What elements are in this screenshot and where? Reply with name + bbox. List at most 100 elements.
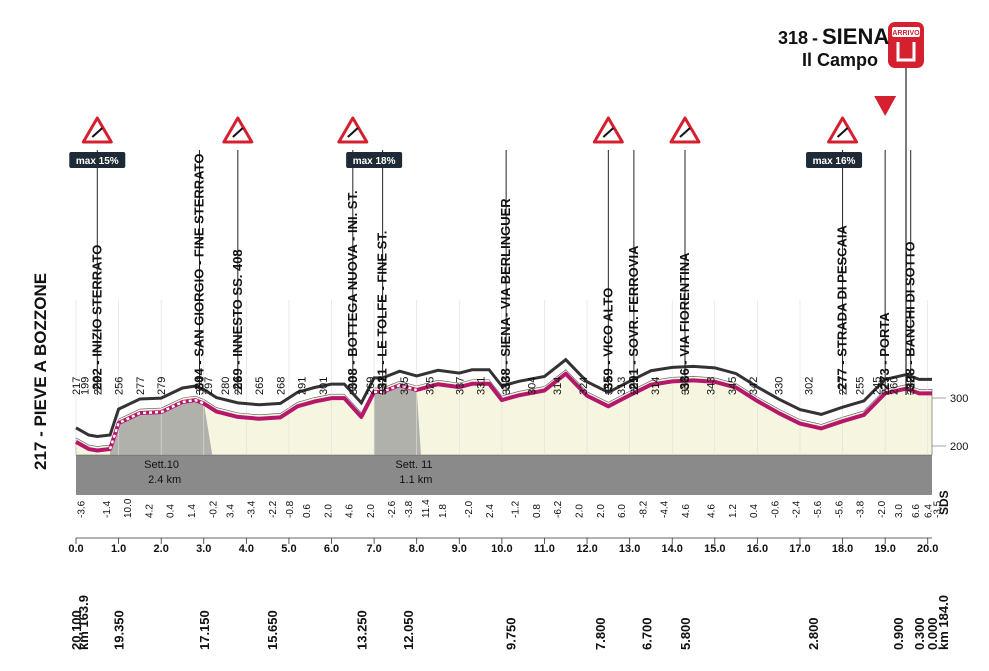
gradient-label: 1.8 <box>438 504 449 518</box>
elevation-label: 337 <box>454 377 466 395</box>
elevation-label: 199 <box>80 377 92 395</box>
km-tick-label: 19.0 <box>874 543 895 555</box>
finish-km-triangle-icon <box>874 96 897 116</box>
elevation-label: 330 <box>774 377 786 395</box>
km-tick-label: 3.0 <box>196 543 211 555</box>
gradient-label: 3.0 <box>894 504 905 518</box>
gradient-label: 6.0 <box>617 504 628 518</box>
gradient-label: 0.6 <box>302 504 313 518</box>
elevation-label: 325 <box>424 377 436 395</box>
elevation-label: 277 <box>135 377 147 395</box>
gradient-label: -8.2 <box>638 500 649 518</box>
gradient-label: -3.8 <box>856 500 867 518</box>
elevation-label: 335 <box>399 377 411 395</box>
waypoint-label: 308 - BOTTEGA NUOVA - INI. ST. <box>345 190 360 390</box>
waypoint-label: 359 - VICO ALTO <box>600 288 615 390</box>
max-gradient-badge <box>806 152 863 168</box>
finish-km-total: km 184.0 <box>936 595 951 650</box>
km-tick-label: 10.0 <box>491 543 512 555</box>
km-tick-label: 6.0 <box>324 543 339 555</box>
gradient-label: 2.0 <box>575 504 586 518</box>
gradient-label: -2.0 <box>877 500 888 518</box>
start-km-total: km 163.9 <box>76 595 91 650</box>
gradient-label: -3.8 <box>404 500 415 518</box>
profile-signs: max 15% max 18% max 16% ARRIVO <box>69 22 924 395</box>
km-tick-label: 11.0 <box>534 543 555 555</box>
distance-to-go: 0.900 <box>891 617 906 650</box>
elevation-label: 245 <box>872 377 884 395</box>
elevation-label: 260 <box>889 377 901 395</box>
distance-to-go: 12.050 <box>401 610 416 650</box>
km-tick-label: 5.0 <box>281 543 296 555</box>
km-tick-label: 18.0 <box>832 543 853 555</box>
elevation-label: 331 <box>476 377 488 395</box>
gradient-label: 1.2 <box>728 504 739 518</box>
sign-glyph <box>91 127 103 138</box>
curve-warning-icon <box>222 116 254 144</box>
elevation-label: 297 <box>203 377 215 395</box>
elevation-axis-label: 300 <box>950 393 968 405</box>
sign-glyph <box>232 127 244 138</box>
km-tick-label: 20.0 <box>917 543 938 555</box>
elevation-label: 304 <box>195 377 207 395</box>
waypoint-label: 328 - BANCHI DI SOTTO <box>903 241 918 390</box>
km-tick-label: 15.0 <box>704 543 725 555</box>
waypoint-label: 321 - LE TOLFE - FINE ST. <box>375 231 390 390</box>
elevation-label: 308 <box>348 377 360 395</box>
gradient-label: 4.6 <box>345 504 356 518</box>
elevation-label: 314 <box>552 377 564 395</box>
waypoint-label: 277 - STRADA DI PESCAIA <box>835 224 850 390</box>
km-tick-label: 9.0 <box>452 543 467 555</box>
sector-label: Sett.10 <box>144 459 179 471</box>
elevation-label: 217 <box>71 377 83 395</box>
waypoint-label: 291 - SOVR. FERROVIA <box>626 245 641 390</box>
gradient-label: -0.2 <box>208 500 219 518</box>
curve-warning-icon <box>669 116 701 144</box>
distance-to-go: 20.100 <box>69 610 84 650</box>
gradient-label: 10.0 <box>123 498 134 518</box>
gradient-label: -2.0 <box>464 500 475 518</box>
distance-to-go: 0.000 <box>925 617 940 650</box>
finish-elevation: 318 <box>778 28 808 48</box>
distance-to-go: 7.800 <box>593 617 608 650</box>
gradient-label: 4.6 <box>707 504 718 518</box>
elevation-label: 291 <box>297 377 309 395</box>
gradient-label: -2.4 <box>792 500 803 518</box>
gradient-label: -0.8 <box>285 500 296 518</box>
max-gradient-text: max 18% <box>353 156 396 167</box>
elevation-label: 269 <box>233 377 245 395</box>
finish-badge-label: ARRIVO <box>892 30 920 37</box>
elevation-label: 359 <box>603 377 615 395</box>
elevation-label: 279 <box>156 377 168 395</box>
distance-to-go: 19.350 <box>112 610 127 650</box>
distance-to-go: 0.300 <box>912 617 927 650</box>
km-tick-label: 7.0 <box>366 543 381 555</box>
sector-label: Sett. 11 <box>395 459 432 471</box>
elevation-label: 342 <box>748 377 760 395</box>
finish-name: SIENA <box>822 24 889 49</box>
sector-length: 1.1 km <box>399 474 432 486</box>
elevation-label: 338 <box>501 377 513 395</box>
waypoint-label: 273 - PORTA <box>877 312 892 390</box>
max-gradient-text: max 15% <box>76 156 119 167</box>
climb-warning-icon <box>81 116 113 144</box>
gradient-label: 6.4 <box>924 504 935 518</box>
distance-to-go: 2.800 <box>806 617 821 650</box>
profile-axis: 0.0 1.0 2.0 3.0 4.0 5.0 6.0 7.0 8.0 9.0 10.0 11.0 12… <box>68 393 968 650</box>
gradient-label: 0.4 <box>166 504 177 518</box>
waypoint-label: 269 - INNESTO SS. 408 <box>230 249 245 390</box>
gradient-label: 0.8 <box>532 504 543 518</box>
elevation-label: 301 <box>318 377 330 395</box>
sign-glyph <box>602 127 615 138</box>
elevation-label: 269 <box>365 377 377 395</box>
km-tick-label: 12.0 <box>576 543 597 555</box>
elevation-label: 268 <box>275 377 287 395</box>
km-tick-label: 16.0 <box>747 543 768 555</box>
gradient-label: 2.0 <box>323 504 334 518</box>
elevation-label: 343 <box>706 377 718 395</box>
sector-length: 2.4 km <box>148 474 181 486</box>
elevation-label: 313 <box>616 377 628 395</box>
